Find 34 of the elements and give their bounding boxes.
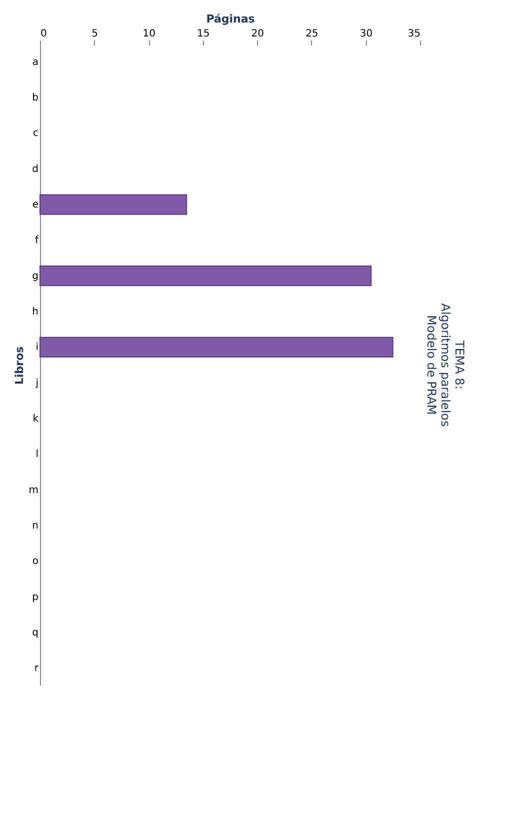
y-tick-label: d (32, 164, 38, 175)
x-tick-label: 35 (408, 28, 420, 40)
x-tick-label: 0 (40, 28, 47, 40)
y-tick-label: k (32, 413, 39, 424)
y-tick-label: p (32, 592, 38, 603)
x-tick-label: 30 (360, 28, 373, 40)
y-tick-label: g (32, 270, 38, 282)
y-tick-label: i (36, 342, 38, 354)
text: TEMA 8: (452, 340, 466, 390)
x-tick-label: 25 (306, 28, 318, 40)
x-tick-label: 10 (142, 28, 156, 40)
x-axis-title: Páginas (206, 12, 256, 26)
y-tick-label: n (32, 520, 38, 532)
text: Algoritmos paralelos (438, 303, 452, 427)
x-tick-label: 5 (92, 28, 98, 40)
y-axis-title: Libros (12, 346, 26, 385)
y-tick-label: b (32, 92, 38, 104)
bar (40, 266, 372, 286)
text: Modelo de PRAM (424, 315, 438, 415)
y-tick-label: l (36, 449, 38, 460)
y-tick-label: a (32, 56, 38, 68)
bar (40, 336, 394, 358)
y-tick-label: f (34, 235, 39, 246)
y-tick-label: c (33, 128, 38, 140)
y-tick-label: e (32, 200, 38, 211)
x-tick-label: 20 (251, 28, 264, 40)
y-tick-label: q (32, 627, 38, 638)
y-tick-label: o (32, 556, 38, 568)
y-tick-label: j (34, 378, 38, 389)
y-tick-label: r (34, 663, 40, 674)
y-tick-label: h (32, 306, 38, 318)
bar (40, 194, 188, 215)
y-tick-label: m (28, 484, 38, 496)
x-tick-label: 15 (196, 28, 210, 40)
